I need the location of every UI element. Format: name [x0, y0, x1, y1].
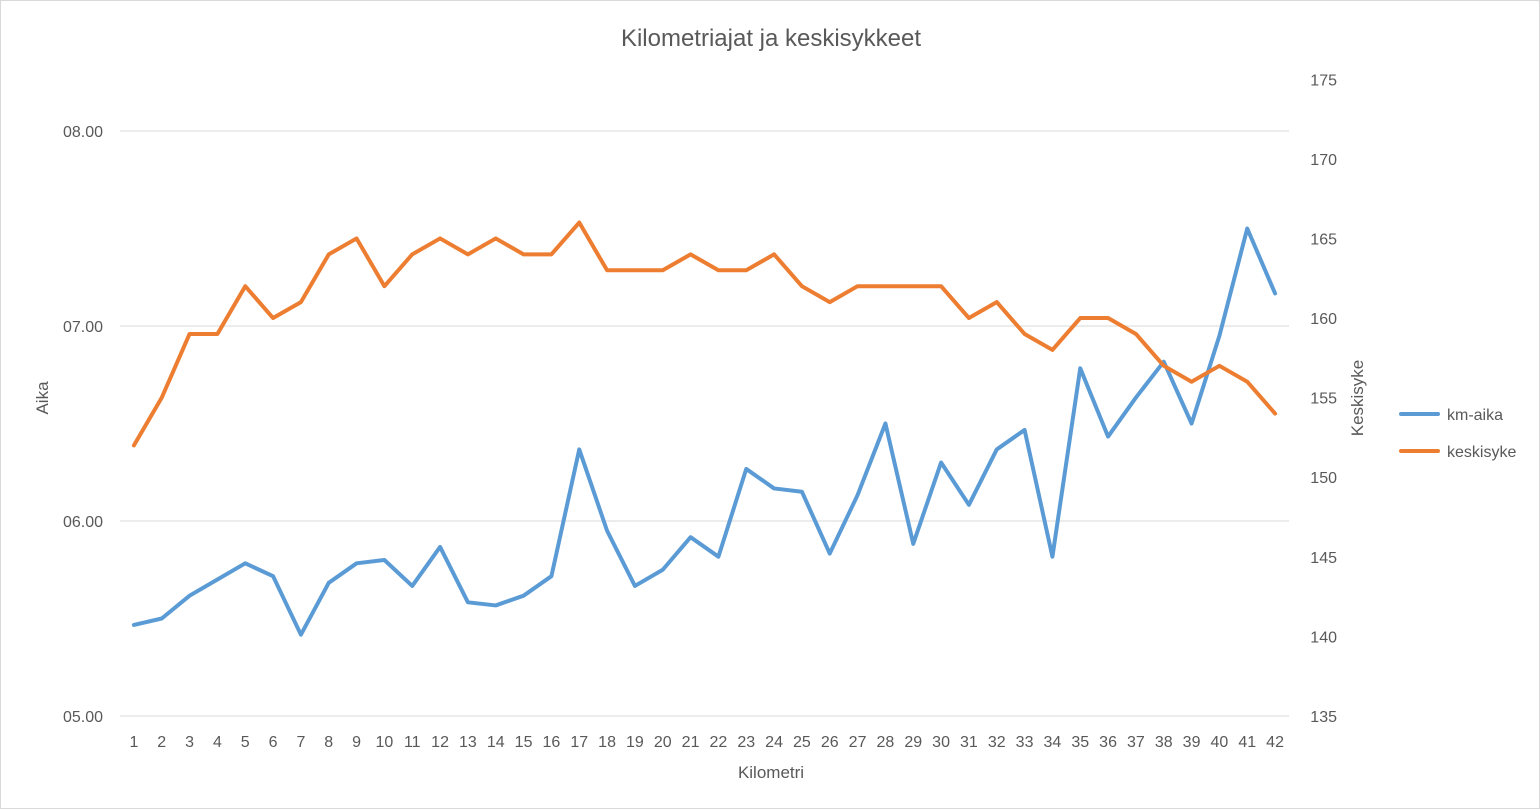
x-tick-label: 37 [1127, 734, 1145, 751]
legend-label: keskisyke [1447, 444, 1516, 461]
x-tick-label: 17 [570, 734, 588, 751]
x-tick-label: 10 [376, 734, 394, 751]
y2-tick-label: 150 [1310, 470, 1337, 487]
x-tick-label: 32 [988, 734, 1006, 751]
left-axis-ticks: 05.00 06.00 07.00 08.00 [63, 124, 103, 726]
y2-tick-label: 145 [1310, 550, 1337, 567]
x-tick-label: 1 [129, 734, 138, 751]
x-tick-label: 5 [241, 734, 250, 751]
x-tick-label: 16 [543, 734, 561, 751]
x-tick-label: 13 [459, 734, 477, 751]
x-tick-label: 3 [185, 734, 194, 751]
x-tick-label: 4 [213, 734, 222, 751]
y2-tick-label: 155 [1310, 391, 1337, 408]
x-tick-label: 15 [515, 734, 533, 751]
x-tick-label: 29 [904, 734, 922, 751]
x-tick-label: 35 [1071, 734, 1089, 751]
x-tick-label: 33 [1016, 734, 1034, 751]
chart-title: Kilometriajat ja keskisykkeet [621, 25, 921, 52]
y2-tick-label: 175 [1310, 72, 1337, 89]
x-tick-label: 27 [849, 734, 867, 751]
x-tick-label: 7 [296, 734, 305, 751]
x-tick-label: 40 [1211, 734, 1229, 751]
x-tick-label: 22 [710, 734, 728, 751]
x-tick-label: 12 [431, 734, 449, 751]
x-tick-label: 18 [598, 734, 616, 751]
series-line-km-aika [131, 226, 1278, 637]
y-tick-label: 06.00 [63, 514, 103, 531]
x-axis-ticks: 1 2 3 4 5 6 7 8 9 10 11 12 13 14 15 16 17 18 19 20 21 22 23 24 2… [129, 734, 1284, 751]
x-tick-label: 39 [1183, 734, 1201, 751]
x-axis-title: Kilometri [738, 763, 804, 782]
x-tick-label: 36 [1099, 734, 1117, 751]
x-tick-label: 34 [1044, 734, 1062, 751]
x-tick-label: 2 [157, 734, 166, 751]
legend: km-aika keskisyke [1399, 407, 1516, 461]
series-layer [131, 220, 1278, 637]
y2-tick-label: 135 [1310, 709, 1337, 726]
x-tick-label: 23 [737, 734, 755, 751]
x-tick-label: 14 [487, 734, 505, 751]
x-tick-label: 9 [352, 734, 361, 751]
x-tick-label: 21 [682, 734, 700, 751]
y2-axis-title: Keskisyke [1348, 360, 1367, 437]
y2-tick-label: 140 [1310, 629, 1337, 646]
y-tick-label: 05.00 [63, 709, 103, 726]
y2-tick-label: 160 [1310, 311, 1337, 328]
legend-label: km-aika [1447, 407, 1503, 424]
y-tick-label: 08.00 [63, 124, 103, 141]
x-tick-label: 19 [626, 734, 644, 751]
x-tick-label: 38 [1155, 734, 1173, 751]
series-line-keskisyke [131, 220, 1278, 448]
x-tick-label: 31 [960, 734, 978, 751]
y2-tick-label: 170 [1310, 152, 1337, 169]
x-tick-label: 30 [932, 734, 950, 751]
x-tick-label: 41 [1238, 734, 1256, 751]
y-axis-title: Aika [33, 381, 52, 415]
x-tick-label: 28 [877, 734, 895, 751]
x-tick-label: 20 [654, 734, 672, 751]
x-tick-label: 24 [765, 734, 783, 751]
right-axis-ticks: 135 140 145 150 155 160 165 170 175 [1310, 72, 1337, 726]
x-tick-label: 26 [821, 734, 839, 751]
y-tick-label: 07.00 [63, 319, 103, 336]
x-tick-label: 11 [404, 734, 421, 751]
gridlines [120, 130, 1289, 717]
x-tick-label: 6 [269, 734, 278, 751]
x-tick-label: 25 [793, 734, 811, 751]
x-tick-label: 42 [1266, 734, 1284, 751]
y2-tick-label: 165 [1310, 231, 1337, 248]
x-tick-label: 8 [324, 734, 333, 751]
